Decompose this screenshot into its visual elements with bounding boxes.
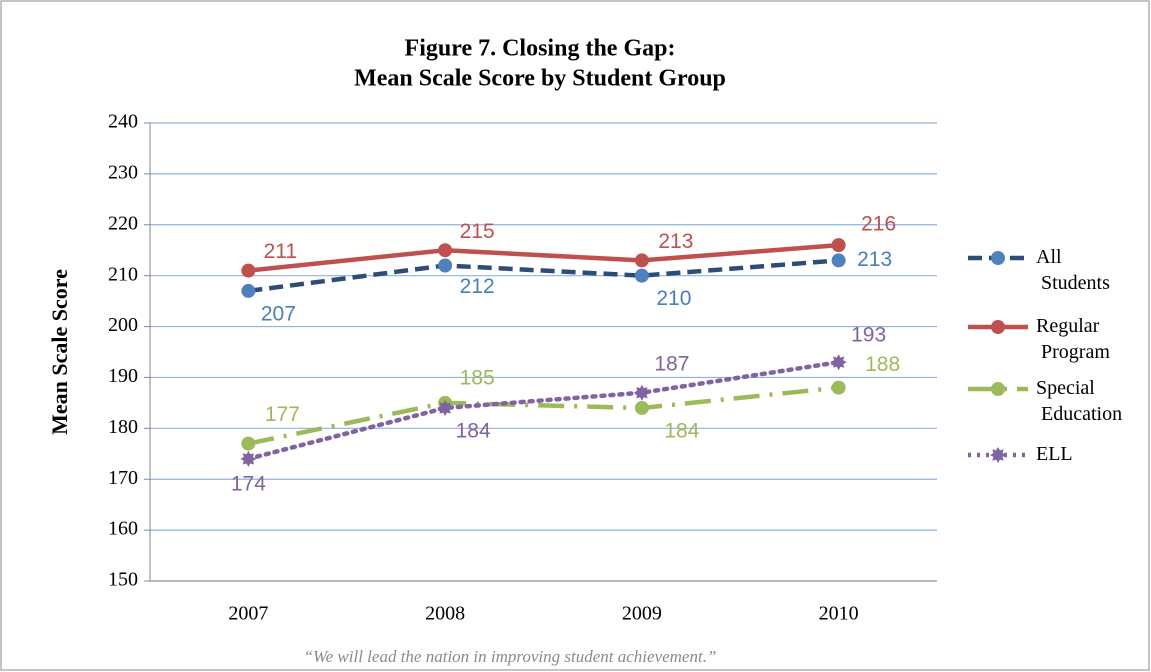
data-label: 185 bbox=[460, 366, 495, 389]
y-axis-label: Mean Scale Score bbox=[47, 269, 72, 435]
data-point bbox=[437, 400, 454, 416]
data-point bbox=[634, 268, 649, 283]
data-label: 187 bbox=[654, 352, 689, 375]
legend-label: ELL bbox=[1036, 443, 1073, 465]
data-label: 215 bbox=[460, 220, 495, 243]
chart-title: Mean Scale Score by Student Group bbox=[354, 66, 726, 92]
data-point bbox=[240, 450, 257, 467]
data-label: 207 bbox=[261, 302, 296, 325]
y-tick-label: 170 bbox=[108, 467, 138, 489]
data-label: 184 bbox=[664, 420, 699, 443]
legend-marker bbox=[991, 382, 1005, 396]
y-tick-label: 180 bbox=[108, 416, 138, 438]
data-point bbox=[633, 384, 650, 401]
chart-title: Figure 7. Closing the Gap: bbox=[405, 36, 676, 62]
y-tick-label: 210 bbox=[108, 263, 138, 285]
y-tick-label: 230 bbox=[108, 161, 138, 183]
data-point bbox=[830, 354, 847, 371]
data-label: 216 bbox=[861, 213, 896, 236]
data-label: 212 bbox=[460, 275, 495, 298]
data-point bbox=[634, 253, 649, 268]
series-line bbox=[248, 258, 839, 294]
series-line bbox=[248, 242, 839, 273]
series-line bbox=[246, 359, 841, 462]
data-label: 188 bbox=[865, 353, 900, 376]
x-tick-label: 2010 bbox=[819, 603, 859, 625]
x-tick-label: 2008 bbox=[425, 603, 465, 625]
legend-label: Special Education bbox=[1036, 377, 1122, 425]
data-point bbox=[831, 380, 846, 395]
legend-marker bbox=[991, 320, 1005, 334]
data-label: 211 bbox=[264, 240, 297, 263]
data-point bbox=[241, 263, 256, 278]
data-point bbox=[634, 400, 649, 415]
legend-marker bbox=[991, 251, 1005, 265]
y-tick-label: 160 bbox=[108, 518, 138, 540]
data-point bbox=[831, 238, 846, 253]
data-point bbox=[438, 258, 453, 273]
legend-marker bbox=[990, 447, 1006, 463]
x-tick-label: 2009 bbox=[622, 603, 662, 625]
data-label: 174 bbox=[231, 472, 266, 495]
data-point bbox=[241, 436, 256, 451]
data-point bbox=[241, 283, 256, 298]
series-line bbox=[247, 385, 839, 446]
data-label: 210 bbox=[656, 287, 691, 310]
data-label: 177 bbox=[265, 403, 300, 426]
data-label: 184 bbox=[456, 420, 491, 443]
y-tick-label: 190 bbox=[108, 365, 138, 387]
y-tick-label: 220 bbox=[108, 212, 138, 234]
data-label: 193 bbox=[851, 324, 886, 347]
y-tick-label: 150 bbox=[108, 569, 138, 591]
y-tick-label: 240 bbox=[108, 111, 138, 133]
y-tick-label: 200 bbox=[108, 314, 138, 336]
data-point bbox=[831, 253, 846, 268]
legend-label: Regular Program bbox=[1036, 315, 1110, 363]
data-point bbox=[438, 243, 453, 258]
legend-label: All Students bbox=[1036, 246, 1110, 294]
data-label: 213 bbox=[658, 230, 693, 253]
x-tick-label: 2007 bbox=[228, 603, 268, 625]
footer-quote: “We will lead the nation in improving st… bbox=[304, 647, 717, 666]
data-label: 213 bbox=[857, 248, 892, 271]
